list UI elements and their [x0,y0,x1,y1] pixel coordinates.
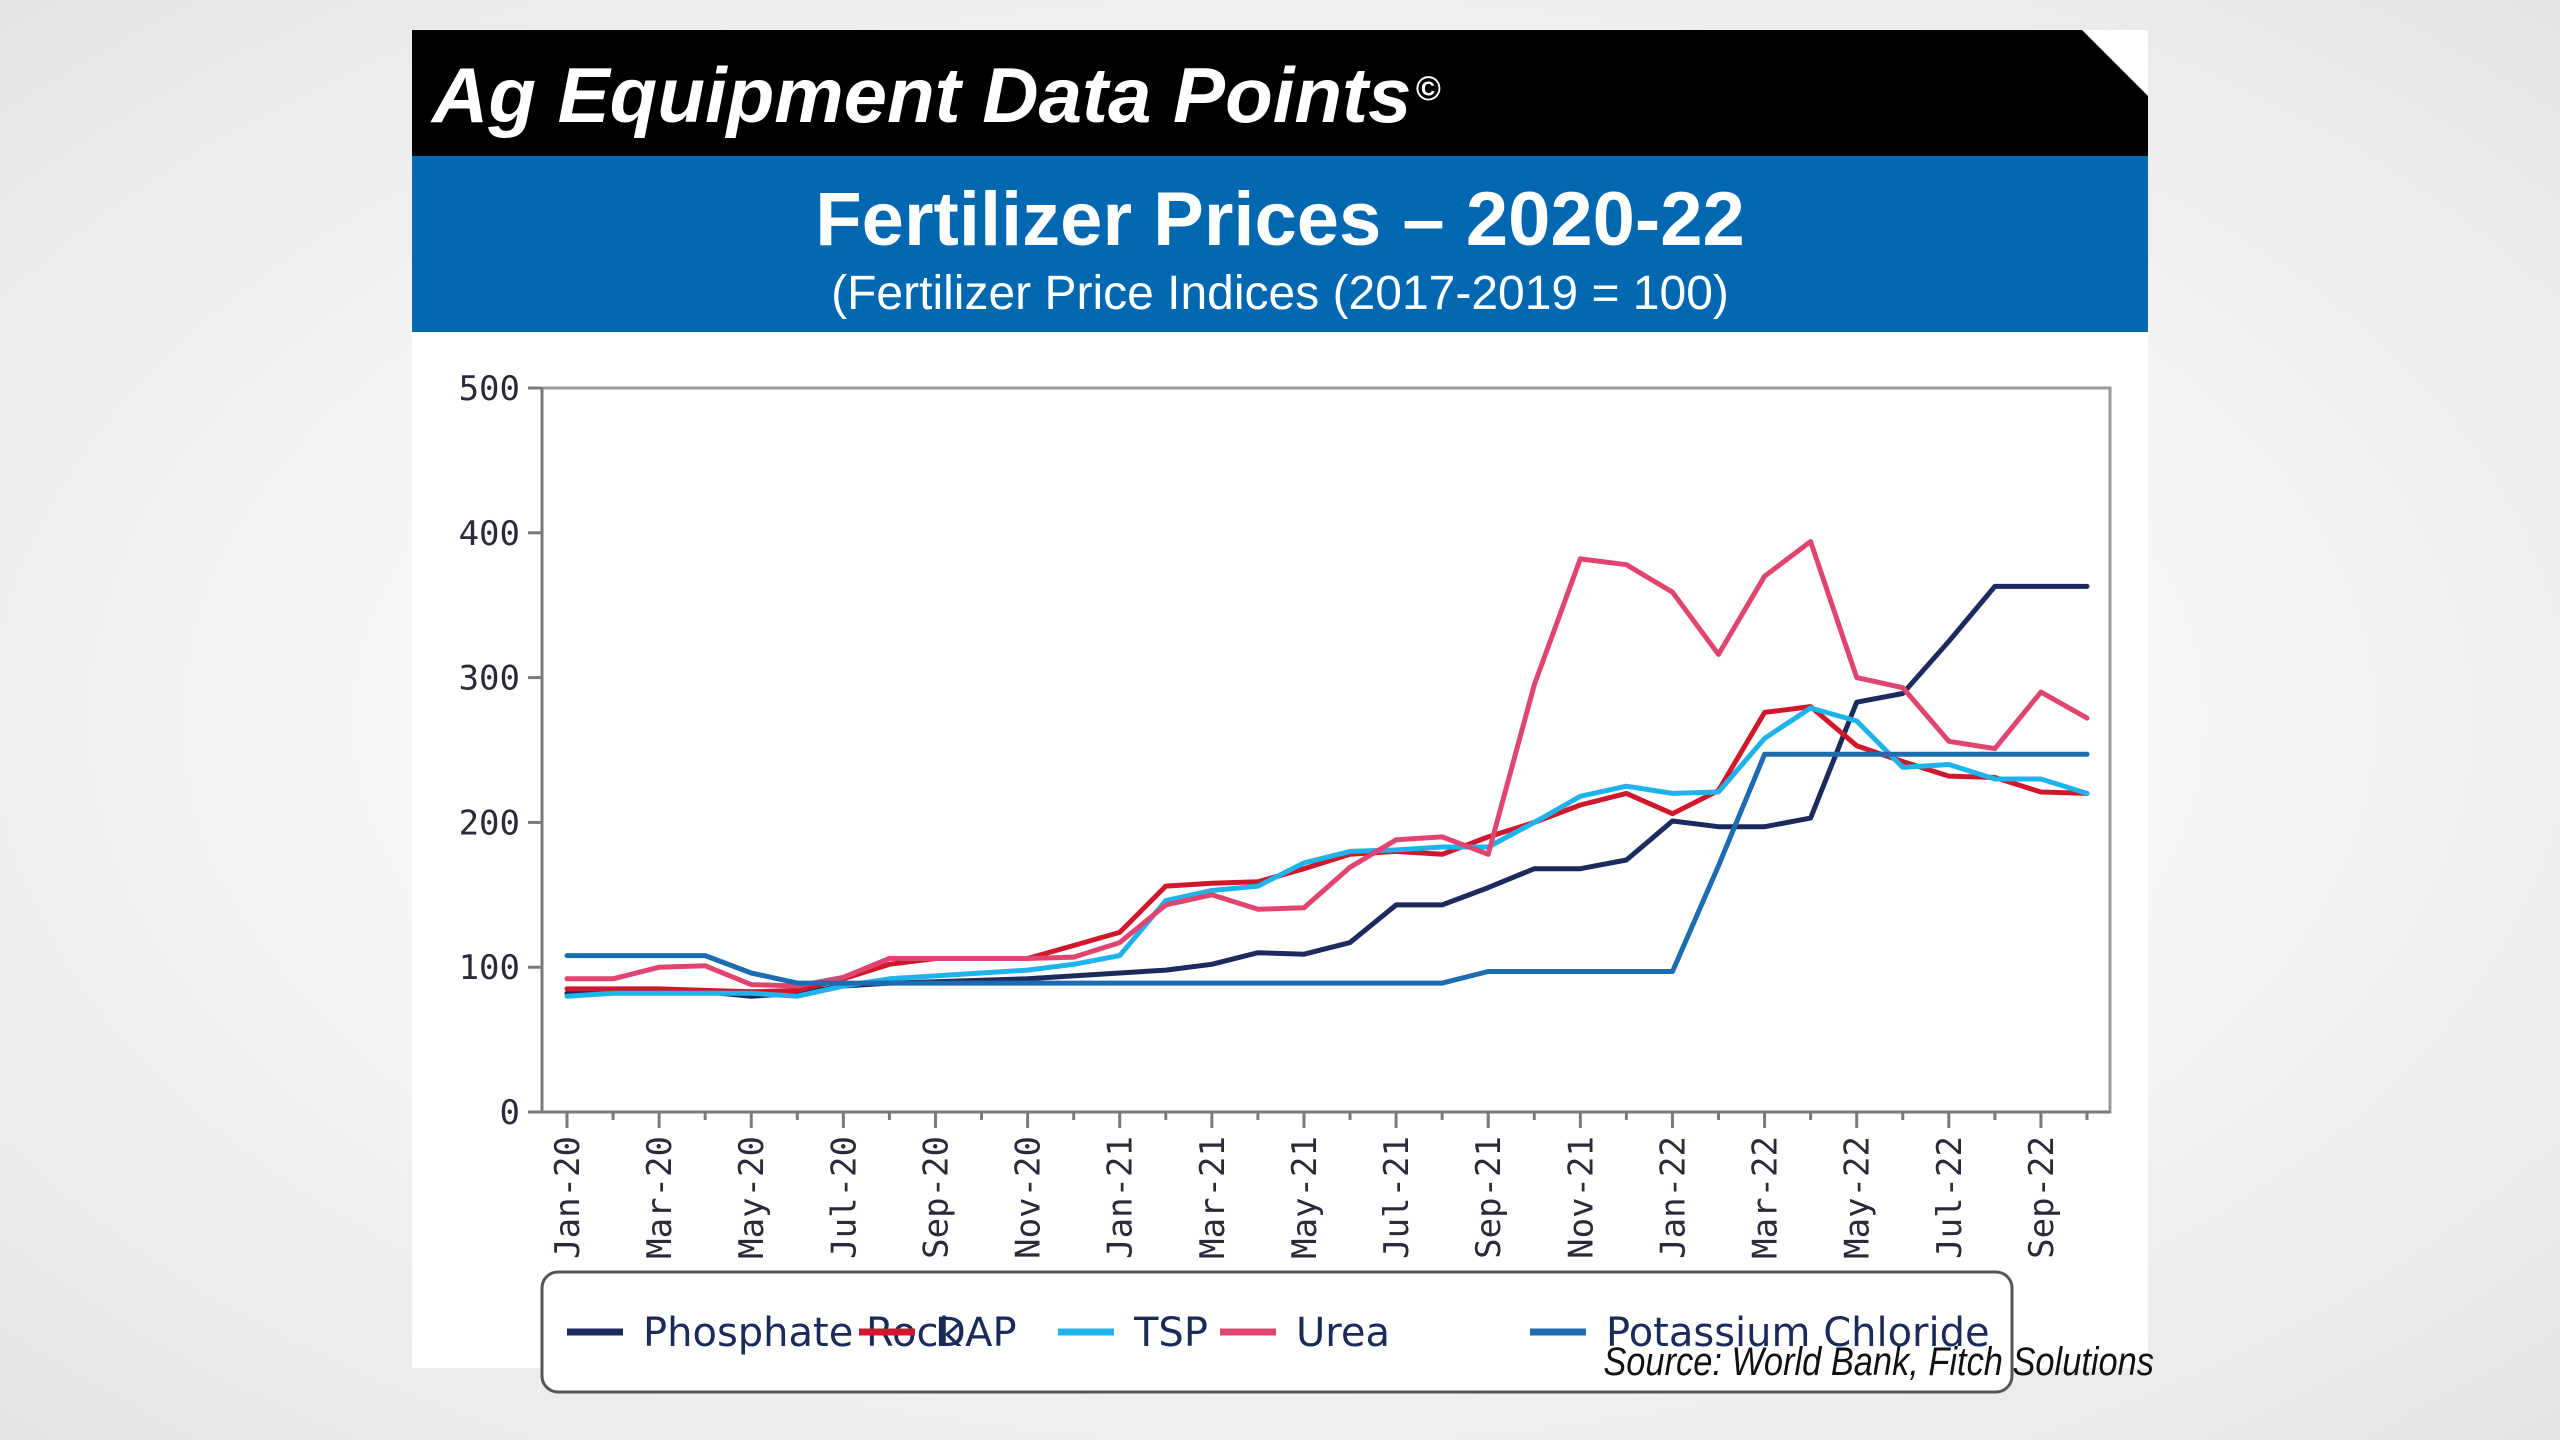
x-tick-label: May-21 [1285,1136,1325,1259]
series-layer [564,539,2090,999]
x-tick-label: Jan-22 [1653,1136,1693,1259]
y-axis: 0 100 200 300 400 500 [459,369,544,1133]
y-tick-label: 500 [459,369,520,409]
x-tick-label: Nov-21 [1561,1136,1601,1259]
y-tick-label: 300 [459,659,520,699]
chart-subtitle: (Fertilizer Price Indices (2017-2019 = 1… [831,267,1729,320]
y-tick-label: 0 [500,1093,520,1133]
series-line-tsp [564,705,2090,999]
x-tick-label: Sep-20 [916,1136,956,1259]
x-tick-label: Jul-20 [824,1136,864,1259]
copyright-mark: © [1415,70,1441,108]
x-tick-label: Mar-22 [1746,1136,1786,1259]
x-tick-label: Jul-21 [1377,1136,1417,1259]
x-axis: Jan-20 Mar-20 May-20 Jul-20 Sep-20 Nov-20 Jan-… [542,1110,2110,1259]
legend-label-potassium-chloride: Potassium Chloride [1606,1310,1990,1356]
legend-label-dap: DAP [935,1310,1017,1356]
x-tick-label: Sep-22 [2022,1136,2062,1259]
chart-card: Ag Equipment Data Points © Fertilizer Pri… [412,30,2148,1394]
x-tick-label: Jan-21 [1101,1136,1141,1259]
x-tick-label: Sep-21 [1469,1136,1509,1259]
legend-label-tsp: TSP [1133,1310,1208,1356]
x-tick-label: Jul-22 [1930,1136,1970,1259]
y-tick-label: 100 [459,948,520,988]
x-tick-label: May-20 [732,1136,772,1259]
x-tick-label: Mar-20 [640,1136,680,1259]
brand-title: Ag Equipment Data Points © [432,40,1440,150]
brand-title-text: Ag Equipment Data Points [432,51,1412,139]
title-bar: Fertilizer Prices – 2020-22 (Fertilizer … [412,156,2148,332]
x-tick-label: Jan-20 [548,1136,588,1259]
x-tick-label: Mar-21 [1193,1136,1233,1259]
line-chart: 0 100 200 300 400 500 Jan-20 Mar-20 May-20 Jul-2… [459,369,2112,1394]
y-tick-label: 200 [459,803,520,843]
x-tick-label: Nov-20 [1009,1136,1049,1259]
series-line-potassium-chloride [564,751,2090,986]
legend-box [540,1270,2014,1394]
legend-label-urea: Urea [1296,1310,1390,1356]
source-note: Source: World Bank, Fitch Solutions [1603,1340,2154,1384]
chart-title: Fertilizer Prices – 2020-22 [815,177,1745,262]
brand-banner: Ag Equipment Data Points © [412,30,2148,156]
x-tick-label: May-22 [1838,1136,1878,1259]
y-tick-label: 400 [459,514,520,554]
